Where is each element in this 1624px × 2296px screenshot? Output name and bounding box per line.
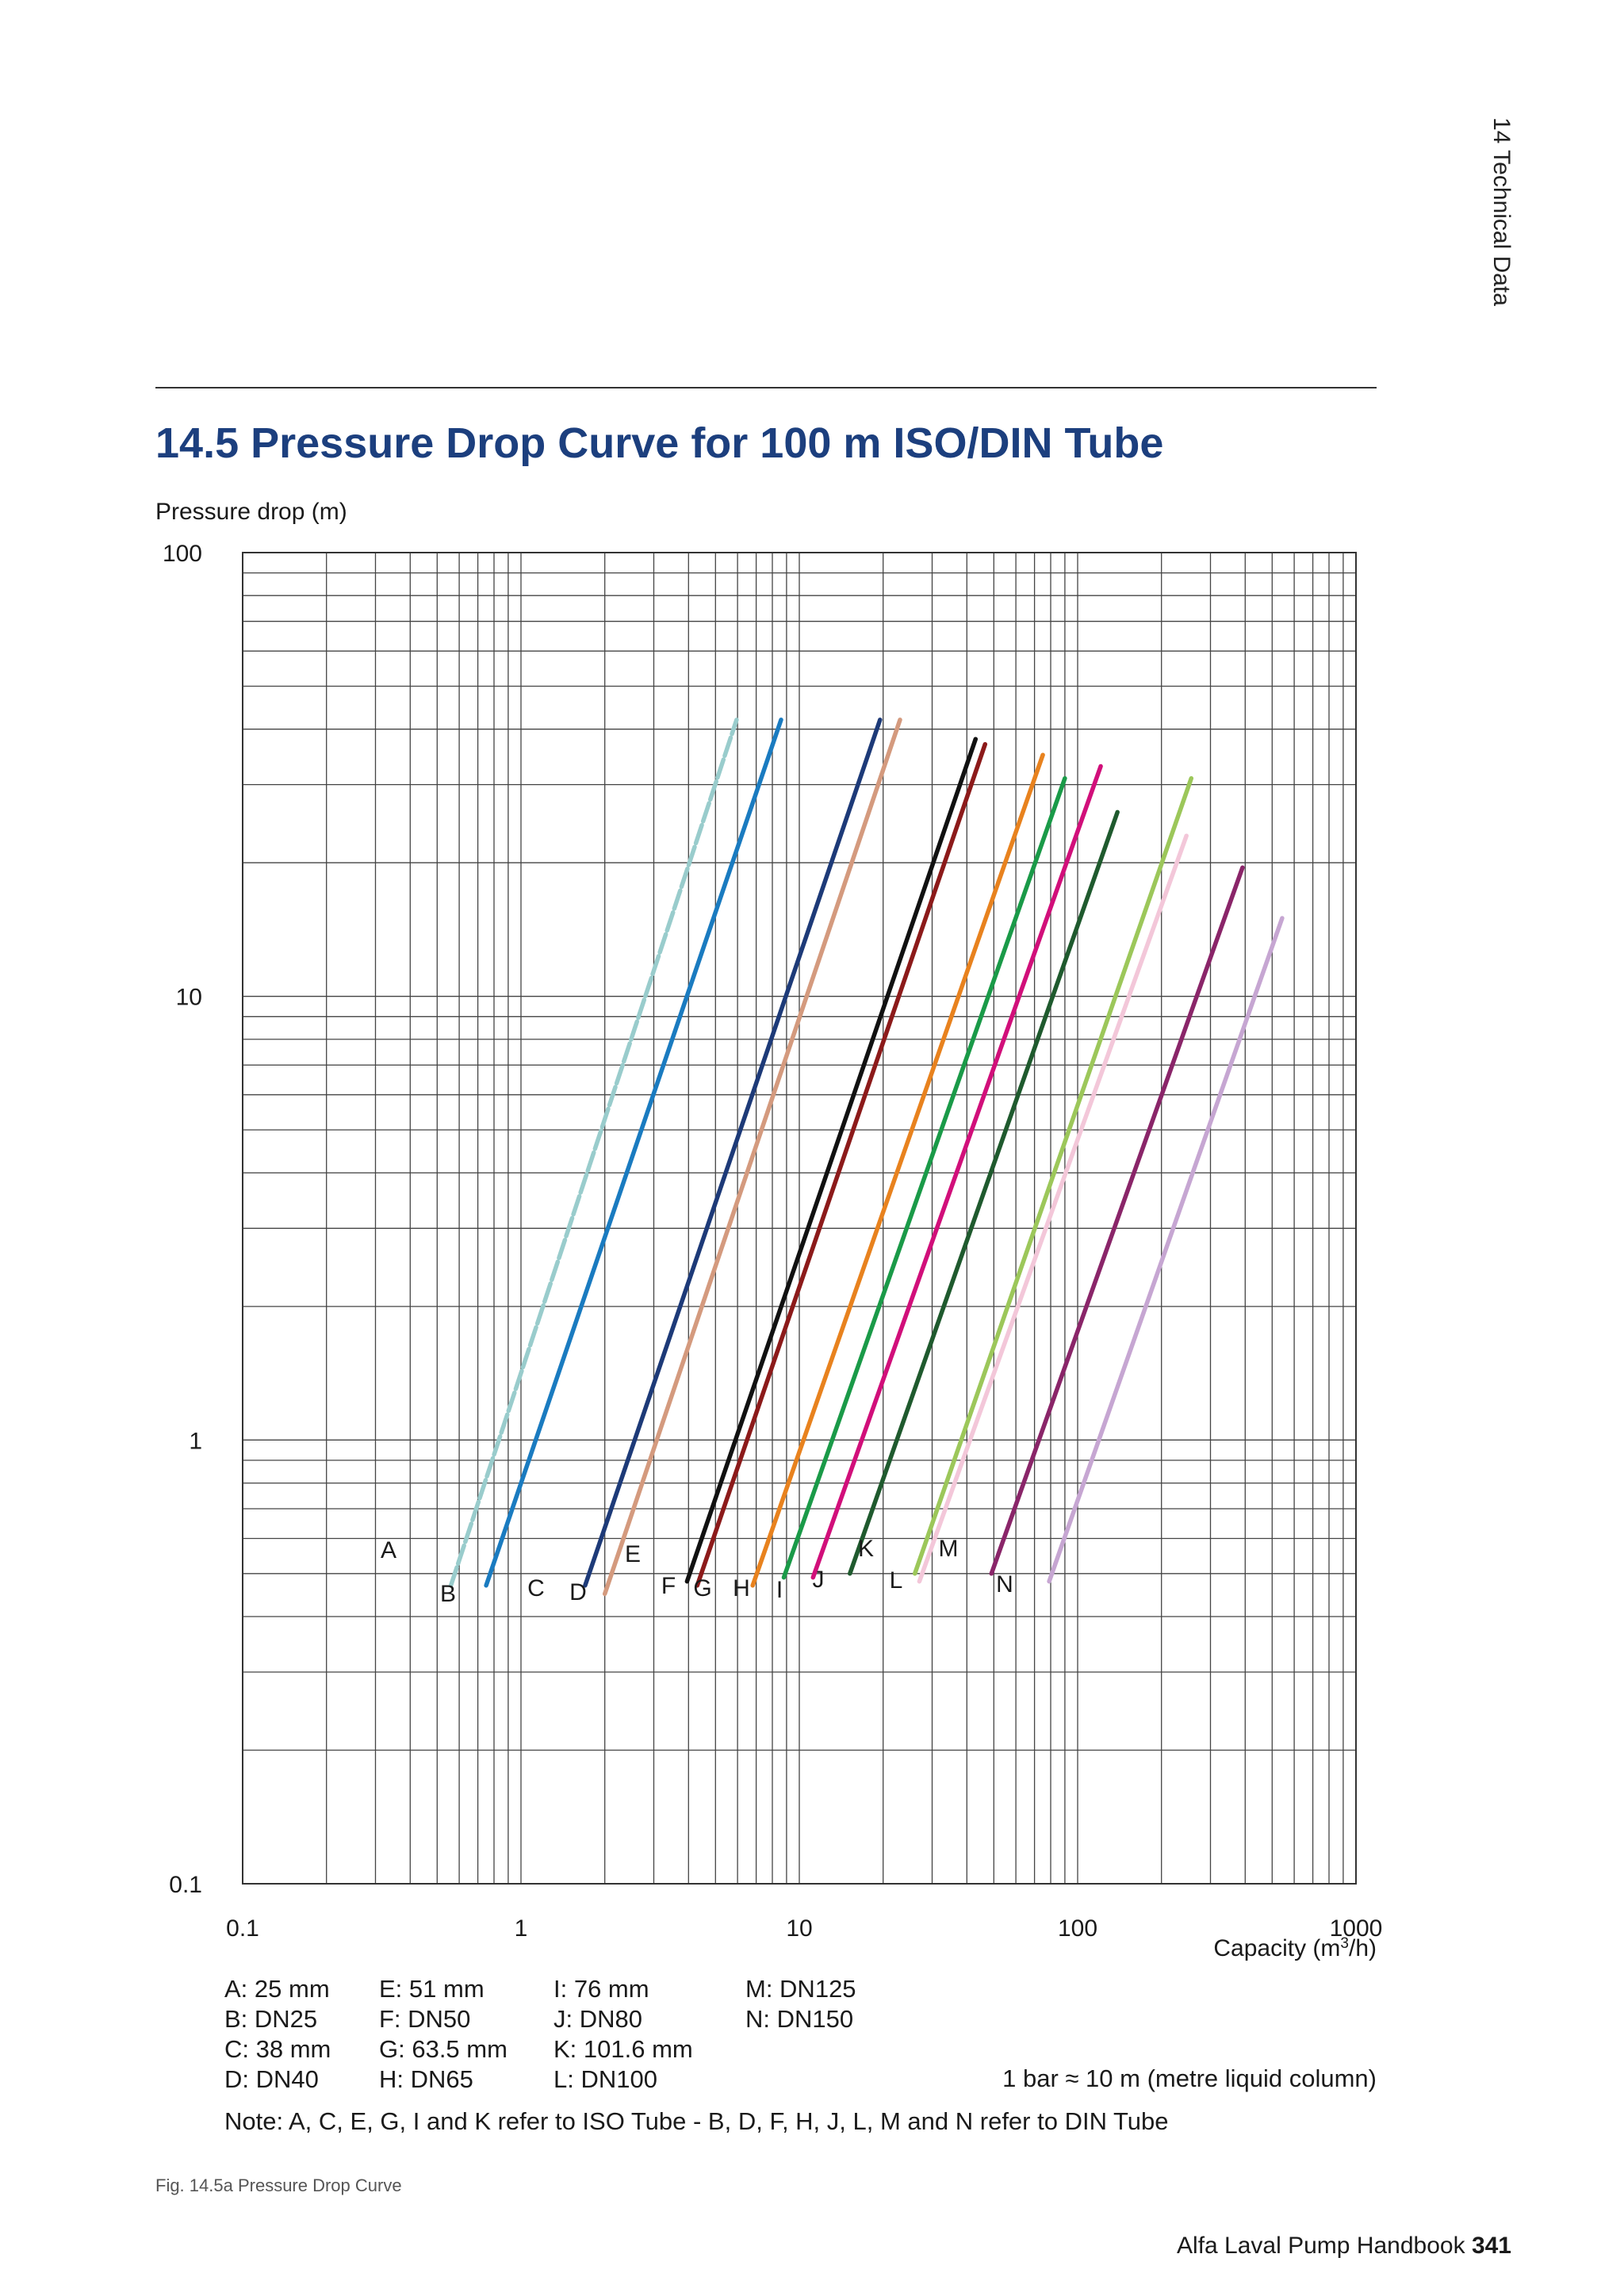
legend-entry: E: 51 mm bbox=[379, 1975, 485, 2003]
pressure-drop-chart: Pressure drop (m) 0.1 1 10 100 1000 0.1 1 10 100… bbox=[155, 499, 1383, 1962]
y-axis-label: Pressure drop (m) bbox=[155, 499, 347, 525]
y-tick-label: 10 bbox=[176, 985, 202, 1011]
series-line-i bbox=[810, 763, 1103, 1580]
legend-entry: L: DN100 bbox=[553, 2065, 657, 2093]
legend-entry: C: 38 mm bbox=[224, 2035, 331, 2063]
series-label-e: E bbox=[625, 1541, 641, 1567]
y-tick-label: 0.1 bbox=[169, 1872, 202, 1898]
series-label-f: F bbox=[661, 1573, 676, 1599]
plot-frame bbox=[242, 552, 1357, 1885]
page-footer: Alfa Laval Pump Handbook 341 bbox=[1177, 2233, 1511, 2260]
series-label-m: M bbox=[939, 1536, 959, 1562]
legend-entry: H: DN65 bbox=[379, 2065, 473, 2093]
legend-entry: G: 63.5 mm bbox=[379, 2035, 508, 2063]
series-line-g bbox=[750, 752, 1045, 1588]
series-label-g: G bbox=[693, 1575, 711, 1601]
series-line-c bbox=[583, 718, 883, 1588]
series-line-f bbox=[695, 741, 988, 1588]
series-label-h: H bbox=[733, 1575, 750, 1601]
series-label-c: C bbox=[527, 1575, 545, 1601]
legend-column: I: 76 mm J: DN80 K: 101.6 mm L: DN100 bbox=[553, 1974, 693, 2095]
y-tick-label: 100 bbox=[163, 541, 202, 567]
series-line-k bbox=[912, 775, 1194, 1576]
figure-caption: Fig. 14.5a Pressure Drop Curve bbox=[155, 2175, 402, 2195]
bar-conversion-note: 1 bar ≈ 10 m (metre liquid column) bbox=[1002, 2064, 1377, 2092]
series-label-i: I bbox=[776, 1577, 783, 1603]
tube-standard-note: Note: A, C, E, G, I and K refer to ISO T… bbox=[224, 2107, 1169, 2135]
series-label-b: B bbox=[440, 1581, 456, 1607]
series-line-m bbox=[989, 865, 1245, 1576]
book-title: Alfa Laval Pump Handbook bbox=[1177, 2233, 1465, 2259]
legend-entry: J: DN80 bbox=[553, 2005, 642, 2033]
x-tick-label: 1000 bbox=[1330, 1915, 1383, 1942]
y-tick-label: 1 bbox=[189, 1428, 202, 1454]
series-label-a: A bbox=[381, 1537, 396, 1563]
legend-entry: D: DN40 bbox=[224, 2065, 319, 2093]
series-line-b bbox=[484, 718, 783, 1588]
legend-entry: B: DN25 bbox=[224, 2005, 318, 2033]
x-tick-label: 100 bbox=[1058, 1915, 1097, 1942]
series-label-j: J bbox=[813, 1567, 825, 1593]
series-label-k: K bbox=[858, 1536, 874, 1562]
series-line-n bbox=[1047, 916, 1285, 1584]
legend-entry: A: 25 mm bbox=[224, 1975, 330, 2003]
series-label-n: N bbox=[996, 1571, 1013, 1598]
title-rule bbox=[155, 387, 1377, 388]
x-tick-label: 1 bbox=[515, 1915, 528, 1942]
series-line-h bbox=[781, 775, 1067, 1580]
legend-entry: K: 101.6 mm bbox=[553, 2035, 693, 2063]
legend-entry: I: 76 mm bbox=[553, 1975, 649, 2003]
series-line-l bbox=[917, 833, 1189, 1584]
series-line-e bbox=[684, 737, 979, 1584]
x-axis-label: Capacity (m3/h) bbox=[1213, 1935, 1377, 1962]
legend-column: M: DN125 N: DN150 bbox=[745, 1974, 856, 2034]
page-title: 14.5 Pressure Drop Curve for 100 m ISO/D… bbox=[155, 419, 1164, 467]
series-line-d bbox=[602, 718, 902, 1597]
series-label-d: D bbox=[569, 1579, 587, 1605]
series-label-l: L bbox=[890, 1567, 903, 1594]
x-tick-label: 10 bbox=[786, 1915, 812, 1942]
legend-column: E: 51 mm F: DN50 G: 63.5 mm H: DN65 bbox=[379, 1974, 508, 2095]
legend-column: A: 25 mm B: DN25 C: 38 mm D: DN40 bbox=[224, 1974, 331, 2095]
page-number: 341 bbox=[1471, 2233, 1511, 2259]
legend-entry: N: DN150 bbox=[745, 2005, 854, 2033]
legend-entry: M: DN125 bbox=[745, 1975, 856, 2003]
series-line-a bbox=[448, 718, 739, 1588]
x-tick-label: 0.1 bbox=[226, 1915, 259, 1942]
legend-entry: F: DN50 bbox=[379, 2005, 471, 2033]
series-line-j bbox=[848, 809, 1120, 1576]
